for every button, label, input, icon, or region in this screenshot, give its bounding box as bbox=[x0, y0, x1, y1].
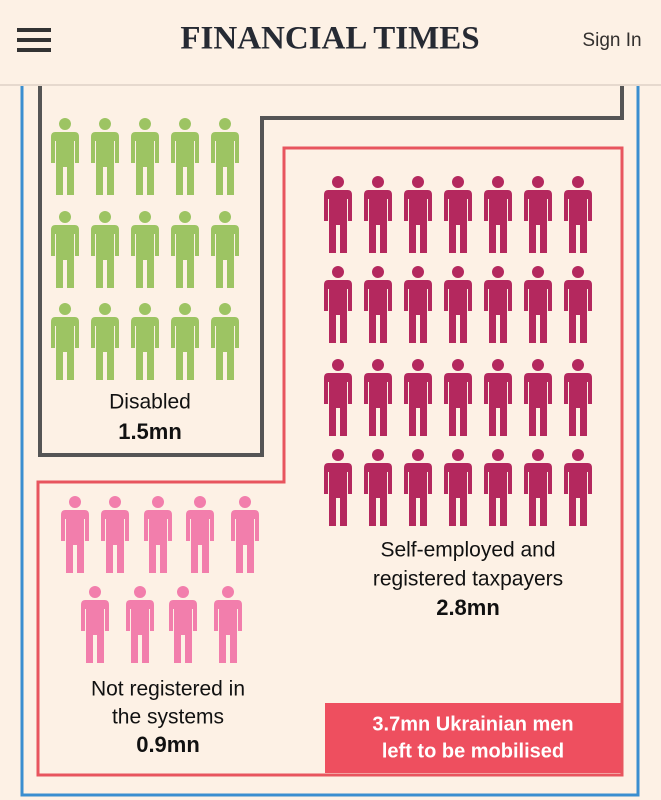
sign-in[interactable]: Sign In bbox=[582, 30, 641, 51]
group-value: 1.5mn bbox=[118, 419, 182, 444]
outer-frame bbox=[20, 85, 640, 797]
group-label: registered taxpayers bbox=[373, 568, 563, 591]
header-bar bbox=[0, 0, 661, 85]
group-label: Self-employed and bbox=[380, 539, 555, 562]
callout-text: 3.7mn Ukrainian men bbox=[372, 713, 573, 735]
group-value: 0.9mn bbox=[136, 732, 200, 757]
site-title[interactable]: FINANCIAL TIMES bbox=[180, 21, 479, 57]
header: FINANCIAL TIMES Sign In bbox=[0, 0, 661, 86]
group-label: Disabled bbox=[109, 391, 191, 414]
group-label: Not registered in bbox=[91, 678, 245, 701]
callout-box bbox=[325, 703, 621, 773]
disabled-frame bbox=[38, 85, 624, 457]
self-employed-frame bbox=[36, 146, 624, 777]
group-value: 2.8mn bbox=[436, 595, 500, 620]
menu-button[interactable] bbox=[17, 28, 51, 52]
callout-text: left to be mobilised bbox=[382, 740, 564, 762]
group-label: the systems bbox=[112, 706, 224, 729]
